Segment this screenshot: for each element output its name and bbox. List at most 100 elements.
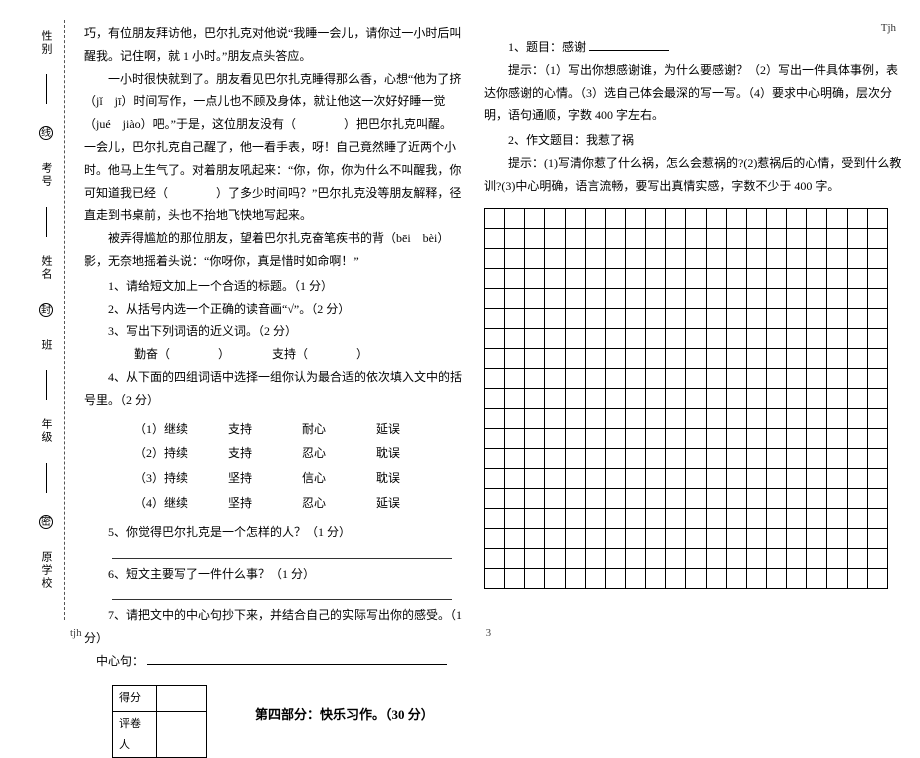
grid-cell — [827, 488, 847, 508]
grid-cell — [807, 368, 827, 388]
grid-cell — [485, 488, 505, 508]
grid-cell — [867, 308, 887, 328]
grid-cell — [485, 248, 505, 268]
grid-cell — [847, 488, 867, 508]
grid-cell — [666, 268, 686, 288]
grid-cell — [686, 208, 706, 228]
grid-cell — [545, 488, 565, 508]
grid-cell — [726, 448, 746, 468]
grid-cell — [746, 248, 766, 268]
grid-cell — [726, 308, 746, 328]
grid-cell — [787, 528, 807, 548]
grid-cell — [585, 228, 605, 248]
grid-cell — [867, 248, 887, 268]
grid-cell — [646, 268, 666, 288]
opt-cell: 支持 — [228, 442, 278, 465]
grid-cell — [605, 268, 625, 288]
grid-cell — [867, 228, 887, 248]
grid-cell — [505, 448, 525, 468]
grid-cell — [666, 508, 686, 528]
grid-cell — [505, 528, 525, 548]
grid-cell — [585, 308, 605, 328]
grid-cell — [726, 248, 746, 268]
grid-cell — [646, 508, 666, 528]
grid-cell — [666, 468, 686, 488]
opt-cell: （4）继续 — [134, 492, 204, 515]
grid-cell — [565, 488, 585, 508]
grid-cell — [666, 348, 686, 368]
grid-cell — [605, 568, 625, 588]
grid-cell — [565, 448, 585, 468]
grid-cell — [505, 308, 525, 328]
grid-cell — [807, 508, 827, 528]
grid-cell — [505, 248, 525, 268]
grid-cell — [505, 268, 525, 288]
grid-cell — [706, 388, 726, 408]
grid-cell — [525, 368, 545, 388]
grid-cell — [646, 208, 666, 228]
grid-cell — [525, 508, 545, 528]
grid-cell — [525, 308, 545, 328]
grid-cell — [505, 388, 525, 408]
grid-cell — [646, 568, 666, 588]
grid-cell — [686, 428, 706, 448]
vline — [46, 463, 47, 493]
vline — [46, 74, 47, 104]
grid-cell — [867, 488, 887, 508]
grid-cell — [646, 548, 666, 568]
grid-cell — [706, 288, 726, 308]
grid-cell — [505, 568, 525, 588]
grid-cell — [847, 268, 867, 288]
grid-cell — [827, 228, 847, 248]
grid-cell — [746, 428, 766, 448]
grid-cell — [847, 428, 867, 448]
opt-cell: 忍心 — [302, 492, 352, 515]
grid-cell — [807, 468, 827, 488]
grid-cell — [505, 228, 525, 248]
vline — [46, 370, 47, 400]
grid-cell — [686, 568, 706, 588]
grid-cell — [746, 388, 766, 408]
grid-cell — [565, 328, 585, 348]
grid-cell — [787, 488, 807, 508]
grid-cell — [807, 268, 827, 288]
grid-cell — [726, 488, 746, 508]
grid-cell — [485, 388, 505, 408]
grid-cell — [746, 448, 766, 468]
grid-cell — [787, 268, 807, 288]
grid-cell — [666, 428, 686, 448]
grid-cell — [867, 548, 887, 568]
vline — [46, 207, 47, 237]
grid-cell — [525, 328, 545, 348]
grid-cell — [746, 308, 766, 328]
grid-cell — [746, 228, 766, 248]
grid-cell — [605, 308, 625, 328]
grid-cell — [505, 348, 525, 368]
grid-cell — [827, 288, 847, 308]
grid-cell — [565, 208, 585, 228]
grid-cell — [766, 548, 786, 568]
grid-cell — [505, 328, 525, 348]
opt-cell: （3）持续 — [134, 467, 204, 490]
grid-cell — [565, 508, 585, 528]
grid-cell — [726, 528, 746, 548]
grid-cell — [726, 548, 746, 568]
grid-cell — [625, 448, 645, 468]
grid-cell — [605, 328, 625, 348]
grid-cell — [545, 348, 565, 368]
grid-cell — [545, 508, 565, 528]
grid-cell — [787, 448, 807, 468]
grid-cell — [485, 368, 505, 388]
grid-cell — [666, 448, 686, 468]
grid-cell — [525, 408, 545, 428]
header-code: Tjh — [484, 22, 904, 34]
label-kao: 考号 — [38, 162, 54, 188]
grid-cell — [505, 408, 525, 428]
grid-cell — [485, 448, 505, 468]
grid-cell — [545, 568, 565, 588]
opt-row-1: （1）继续 支持 耐心 延误 — [134, 418, 462, 441]
grid-cell — [807, 308, 827, 328]
grid-cell — [545, 428, 565, 448]
grid-cell — [525, 348, 545, 368]
grid-cell — [666, 388, 686, 408]
